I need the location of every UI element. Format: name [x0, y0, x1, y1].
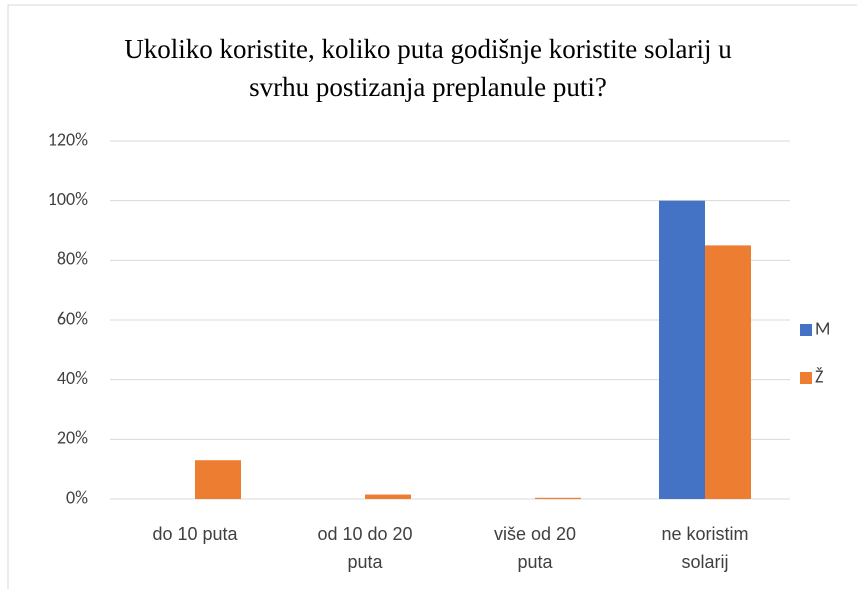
y-tick-label: 60%: [57, 307, 88, 329]
y-tick-label: 20%: [57, 427, 88, 449]
x-tick-label: od 10 do 20 puta: [317, 524, 413, 572]
chart-title: Ukoliko koristite, koliko puta godišnje …: [124, 34, 732, 102]
y-tick-label: 120%: [48, 128, 88, 150]
y-tick-label: 40%: [57, 367, 88, 389]
bar: [195, 460, 241, 499]
x-tick-label: do 10 puta: [152, 524, 238, 544]
legend-swatch: [800, 372, 812, 384]
bar: [535, 497, 581, 499]
y-tick-label: 100%: [48, 188, 88, 210]
legend-swatch: [800, 324, 812, 336]
x-tick-label: više od 20 puta: [493, 524, 577, 572]
bar: [365, 494, 411, 499]
bar: [659, 200, 705, 499]
chart-border: [7, 4, 857, 589]
y-tick-label: 80%: [57, 248, 88, 270]
legend-label: Ž: [815, 365, 823, 387]
legend-label: M: [815, 317, 830, 339]
bar: [705, 245, 751, 499]
y-tick-label: 0%: [66, 486, 88, 508]
x-tick-label: ne koristim solarij: [661, 524, 749, 572]
